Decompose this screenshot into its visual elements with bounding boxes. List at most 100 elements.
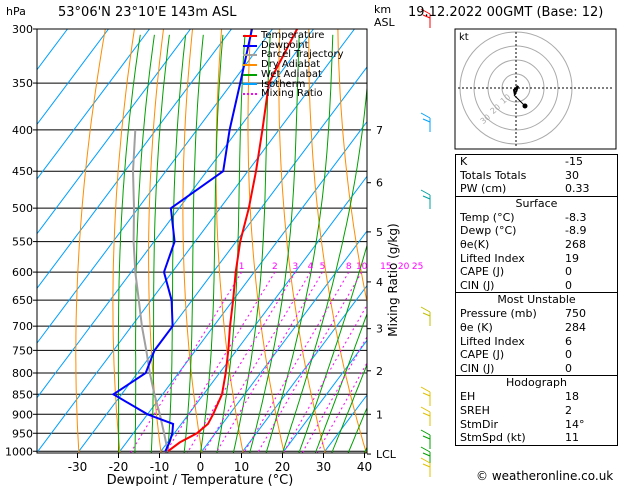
temp-tick-30: 30: [316, 460, 331, 474]
wind-barb-flag: [420, 429, 431, 436]
dry-adiabat: [366, 29, 367, 42]
surface-value: 0: [565, 265, 572, 279]
wet-adiabat: [249, 34, 300, 453]
mixing-ratio-line: [243, 271, 350, 453]
storm-motion-point: [522, 103, 528, 109]
wind-barb-flag: [422, 118, 431, 123]
pressure-tick-550: 550: [12, 236, 33, 249]
wind-barb-flag: [420, 406, 431, 413]
copyright: © weatheronline.co.uk: [476, 469, 614, 483]
temp-tick-10: 10: [234, 460, 249, 474]
hodograph-row: StmSpd (kt) 11: [456, 431, 617, 445]
surface-label: θe(K): [460, 237, 490, 251]
surface-row: CAPE (J) 0: [456, 265, 617, 279]
mixing-ratio-label: 15: [380, 262, 391, 272]
parcel-trajectory: [131, 129, 169, 452]
legend-item: Dry Adiabat: [243, 60, 344, 70]
most-unstable-value: 0: [565, 348, 572, 362]
most-unstable-value: 6: [565, 334, 572, 348]
mixing-ratio-line: [215, 271, 323, 453]
hodograph-title: Hodograph: [506, 376, 567, 390]
hodograph-label: StmSpd (kt): [460, 431, 526, 445]
legend-item: Parcel Trajectory: [243, 50, 344, 60]
wet-adiabat: [216, 34, 246, 453]
most-unstable-value: 750: [565, 307, 586, 321]
wet-adiabat: [134, 34, 155, 453]
legend-label: Temperature: [261, 30, 325, 41]
asl-unit: ASL: [374, 16, 395, 29]
wet-adiabat: [117, 34, 141, 453]
legend-item: Dewpoint: [243, 39, 344, 51]
surface-row: Lifted Index 19: [456, 252, 617, 266]
temp-tick-40: 40: [357, 460, 372, 474]
pressure-tick-400: 400: [12, 124, 33, 137]
wind-barb-flag: [422, 195, 431, 200]
mixing-ratio-label: 3: [293, 262, 299, 272]
isotherm: [324, 394, 367, 452]
mixing-ratio-line: [316, 361, 367, 453]
surface-label: CAPE (J): [460, 265, 505, 279]
most-unstable-title: Most Unstable: [497, 293, 576, 307]
wet-adiabat: [183, 34, 204, 453]
surface-label: Lifted Index: [460, 251, 525, 265]
surface-row: θe(K) 268: [456, 238, 617, 252]
temp-tick--10: -10: [150, 460, 170, 474]
km-tick-6: 6: [376, 177, 383, 190]
legend-swatch: [243, 73, 257, 76]
wind-barb-flag: [420, 457, 431, 464]
pressure-tick-350: 350: [12, 77, 33, 90]
legend-label: Parcel Trajectory: [261, 49, 344, 61]
hodograph-label: SREH: [460, 403, 490, 417]
legend-label: Dewpoint: [261, 39, 309, 51]
pressure-tick-800: 800: [12, 367, 33, 380]
mixing-ratio-label: 20: [398, 262, 410, 272]
surface-value: 19: [565, 251, 579, 265]
wind-barb-flag: [420, 386, 431, 393]
wet-adiabat: [331, 363, 367, 453]
wind-barb-flag: [422, 412, 431, 417]
legend-item: Mixing Ratio: [243, 89, 344, 99]
wind-barb-flag: [420, 189, 431, 196]
km-tick-3: 3: [376, 323, 383, 336]
mixing-ratio-label: 5: [320, 262, 326, 272]
legend-label: Dry Adiabat: [261, 59, 321, 71]
mixing-ratio-label: 1: [239, 262, 245, 272]
isotherm: [160, 175, 367, 452]
pressure-tick-750: 750: [12, 344, 33, 357]
mixing-ratio-label: 10: [356, 262, 368, 272]
most-unstable-value: 284: [565, 320, 586, 334]
pw-row: PW (cm) 0.33: [460, 182, 590, 196]
mixing-ratio-line: [282, 304, 367, 453]
legend-label: Wet Adiabat: [261, 68, 322, 80]
km-unit: km: [374, 3, 392, 16]
legend-item: Temperature: [243, 31, 344, 41]
temperature-profile: [167, 29, 298, 453]
dry-adiabat: [215, 29, 244, 453]
km-tick-4: 4: [376, 276, 383, 289]
km-tick-2: 2: [376, 365, 383, 378]
hodograph-row: SREH 2: [456, 404, 617, 418]
most-unstable-label: θe (K): [460, 320, 493, 334]
legend-swatch: [243, 34, 257, 37]
pressure-tick-450: 450: [12, 165, 33, 178]
legend-swatch: [243, 83, 257, 86]
temp-tick--30: -30: [68, 460, 88, 474]
mixing-ratio-line: [202, 271, 311, 453]
surface-value: 268: [565, 237, 586, 251]
wind-barb-flag: [422, 312, 431, 317]
legend-item: Wet Adiabat: [243, 68, 344, 80]
surface-row: CIN (J) 0: [456, 279, 617, 293]
most-unstable-row: θe (K) 284: [456, 321, 617, 335]
mixing-ratio-axis-label: Mixing Ratio (g/kg): [386, 223, 400, 336]
isotherm: [37, 29, 191, 235]
most-unstable-label: Pressure (mb): [460, 307, 537, 321]
x-axis-label: Dewpoint / Temperature (°C): [107, 473, 294, 486]
km-tick-7: 7: [376, 124, 383, 137]
isotherm: [283, 339, 367, 452]
wind-barb-flag: [422, 463, 431, 468]
mixing-ratio-line: [186, 271, 296, 453]
location-label: 53°06'N 23°10'E 143m ASL: [58, 5, 237, 20]
isotherm: [242, 284, 367, 452]
surface-row: Dewp (°C) -8.9: [456, 224, 617, 238]
